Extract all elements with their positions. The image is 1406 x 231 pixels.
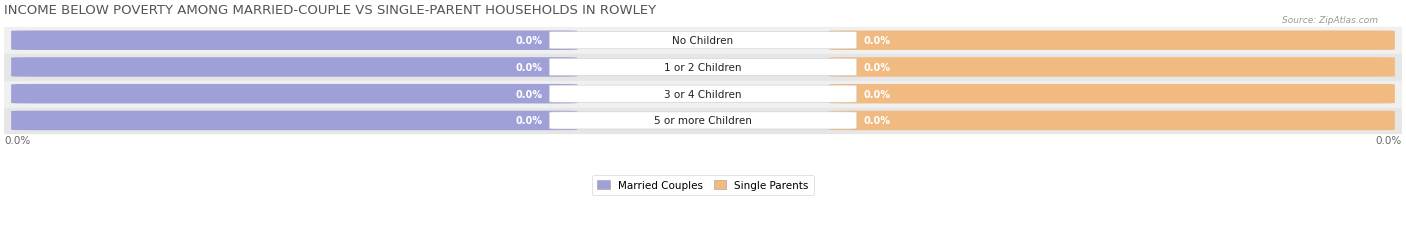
FancyBboxPatch shape xyxy=(828,58,1395,77)
Text: INCOME BELOW POVERTY AMONG MARRIED-COUPLE VS SINGLE-PARENT HOUSEHOLDS IN ROWLEY: INCOME BELOW POVERTY AMONG MARRIED-COUPL… xyxy=(4,4,657,17)
FancyBboxPatch shape xyxy=(11,58,578,77)
FancyBboxPatch shape xyxy=(11,31,578,51)
Text: 5 or more Children: 5 or more Children xyxy=(654,116,752,126)
Text: 1 or 2 Children: 1 or 2 Children xyxy=(664,63,742,73)
Text: 0.0%: 0.0% xyxy=(1375,136,1402,146)
Text: 3 or 4 Children: 3 or 4 Children xyxy=(664,89,742,99)
Text: 0.0%: 0.0% xyxy=(515,36,543,46)
FancyBboxPatch shape xyxy=(11,85,578,104)
Text: 0.0%: 0.0% xyxy=(863,116,891,126)
FancyBboxPatch shape xyxy=(828,31,1395,51)
Text: 0.0%: 0.0% xyxy=(863,63,891,73)
Text: 0.0%: 0.0% xyxy=(4,136,31,146)
Legend: Married Couples, Single Parents: Married Couples, Single Parents xyxy=(592,175,814,195)
Bar xyxy=(4,28,1402,54)
FancyBboxPatch shape xyxy=(550,59,856,76)
FancyBboxPatch shape xyxy=(550,112,856,129)
Text: 0.0%: 0.0% xyxy=(515,63,543,73)
Bar xyxy=(4,82,1402,107)
Bar xyxy=(4,108,1402,134)
Text: 0.0%: 0.0% xyxy=(515,116,543,126)
Text: 0.0%: 0.0% xyxy=(863,36,891,46)
Text: 0.0%: 0.0% xyxy=(515,89,543,99)
Text: No Children: No Children xyxy=(672,36,734,46)
Bar xyxy=(4,55,1402,80)
FancyBboxPatch shape xyxy=(828,111,1395,131)
FancyBboxPatch shape xyxy=(828,85,1395,104)
FancyBboxPatch shape xyxy=(11,111,578,131)
Text: Source: ZipAtlas.com: Source: ZipAtlas.com xyxy=(1282,16,1378,25)
FancyBboxPatch shape xyxy=(550,33,856,50)
Text: 0.0%: 0.0% xyxy=(863,89,891,99)
FancyBboxPatch shape xyxy=(550,86,856,103)
